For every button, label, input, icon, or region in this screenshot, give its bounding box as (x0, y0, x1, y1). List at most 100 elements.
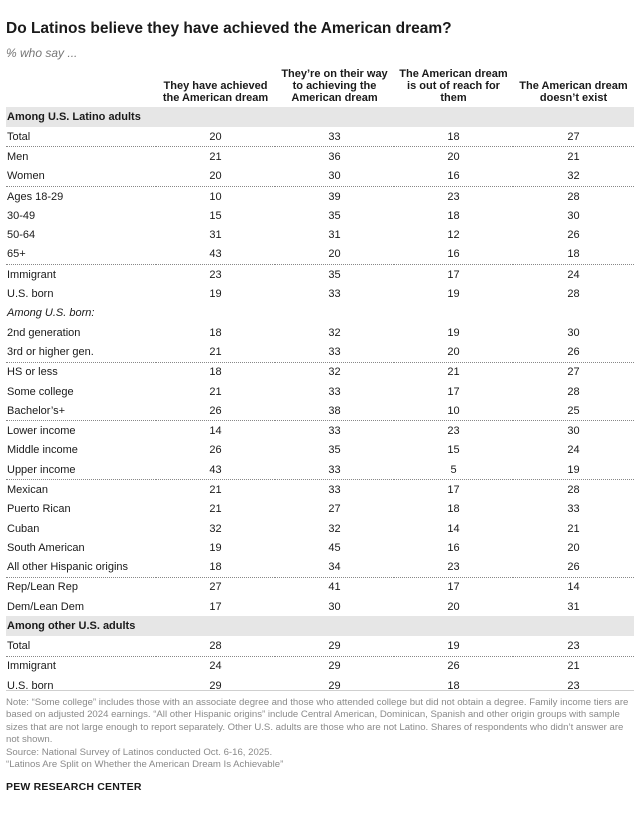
value-cell: 23 (394, 420, 513, 441)
row-label: South American (7, 541, 85, 554)
value-cell: 33 (328, 345, 341, 358)
value-cell: 30 (328, 170, 341, 183)
footnotes: Note: “Some college” includes those with… (6, 690, 634, 771)
value-cell: 24 (513, 264, 634, 285)
row-label: Women (7, 170, 45, 183)
row-label: Upper income (7, 463, 76, 476)
table-row: All other Hispanic origins 18 34 23 26 (6, 558, 634, 578)
value-cell: 17 (394, 264, 513, 285)
value-cell: 45 (328, 541, 341, 554)
section-heading: Among U.S. Latino adults (6, 107, 634, 127)
row-label: Some college (7, 385, 74, 398)
value-cell: 18 (156, 361, 275, 382)
value-cell: 43 (209, 463, 222, 476)
row-label: Total (7, 640, 31, 653)
value-cell: 21 (513, 655, 634, 677)
value-cell: 17 (394, 576, 513, 598)
row-label: 2nd generation (7, 326, 81, 339)
note-text: Note: “Some college” includes those with… (6, 697, 629, 746)
value-cell: 20 (209, 130, 222, 143)
page-subtitle: % who say ... (6, 46, 78, 60)
value-cell (513, 304, 634, 323)
value-cell: 15 (447, 444, 460, 457)
table-row: Mexican 21 33 17 28 (6, 479, 634, 500)
value-cell: 31 (567, 600, 580, 613)
row-label: 3rd or higher gen. (7, 345, 94, 358)
value-cell: 28 (513, 479, 634, 500)
section-heading-row: Among U.S. Latino adults (6, 107, 634, 127)
value-cell: 34 (328, 561, 341, 574)
value-cell: 27 (513, 361, 634, 382)
value-cell: 18 (447, 209, 460, 222)
section-heading-row: Among other U.S. adults (6, 616, 634, 637)
column-header: The American dream doesn’t exist (519, 80, 628, 104)
value-cell: 17 (209, 600, 222, 613)
table-row: South American 19 45 16 20 (6, 538, 634, 557)
value-cell: 32 (209, 522, 222, 535)
value-cell: 31 (328, 229, 341, 242)
value-cell: 20 (567, 541, 580, 554)
value-cell (394, 304, 513, 323)
value-cell: 19 (209, 541, 222, 554)
value-cell: 33 (275, 479, 394, 500)
value-cell: 26 (567, 561, 580, 574)
table-row: U.S. born 19 33 19 28 (6, 284, 634, 303)
value-cell: 30 (567, 326, 580, 339)
table-row: Puerto Rican 21 27 18 33 (6, 500, 634, 519)
value-cell: 14 (156, 420, 275, 441)
value-cell: 33 (567, 503, 580, 516)
table-row: Lower income 14 33 23 30 (6, 420, 634, 441)
table-body: Among U.S. Latino adults Total 20 33 18 27 Men… (6, 107, 634, 695)
value-cell: 10 (447, 404, 460, 417)
value-cell: 19 (447, 288, 460, 301)
table-row: U.S. born 29 29 18 23 (6, 676, 634, 695)
table-row: Immigrant 24 29 26 21 (6, 655, 634, 677)
value-cell: 19 (209, 288, 222, 301)
value-cell: 17 (447, 385, 460, 398)
value-cell: 35 (328, 444, 341, 457)
table-row: Men 21 36 20 21 (6, 146, 634, 167)
value-cell: 19 (447, 326, 460, 339)
table-subhead-row: Among U.S. born: (6, 304, 634, 323)
value-cell: 33 (328, 463, 341, 476)
value-cell: 43 (209, 248, 222, 261)
row-label: Lower income (6, 420, 156, 441)
value-cell: 26 (567, 345, 580, 358)
value-cell: 29 (209, 679, 222, 692)
value-cell: 28 (567, 288, 580, 301)
row-label: HS or less (6, 361, 156, 382)
source-text: Source: National Survey of Latinos condu… (6, 746, 273, 758)
value-cell: 16 (447, 248, 460, 261)
table-row: Rep/Lean Rep 27 41 17 14 (6, 576, 634, 598)
value-cell: 20 (394, 146, 513, 167)
value-cell: 23 (567, 640, 580, 653)
value-cell: 16 (447, 170, 460, 183)
value-cell: 26 (394, 655, 513, 677)
table-row: 50-64 31 31 12 26 (6, 225, 634, 244)
table-row: HS or less 18 32 21 27 (6, 361, 634, 382)
value-cell: 23 (447, 561, 460, 574)
value-cell: 18 (447, 130, 460, 143)
row-label: U.S. born (7, 288, 54, 301)
value-cell: 32 (275, 361, 394, 382)
row-label: Mexican (6, 479, 156, 500)
row-label: Rep/Lean Rep (6, 576, 156, 598)
brand-logo-text: PEW RESEARCH CENTER (6, 781, 142, 793)
table-row: Total 20 33 18 27 (6, 127, 634, 147)
value-cell: 29 (328, 640, 341, 653)
value-cell: 18 (209, 326, 222, 339)
value-cell: 30 (328, 600, 341, 613)
value-cell: 29 (275, 655, 394, 677)
value-cell: 21 (209, 345, 222, 358)
data-table: They have achieved the American dream Th… (6, 64, 634, 695)
value-cell: 33 (275, 420, 394, 441)
value-cell: 23 (567, 679, 580, 692)
value-cell: 39 (275, 185, 394, 207)
value-cell: 28 (513, 185, 634, 207)
value-cell: 19 (447, 640, 460, 653)
value-cell: 20 (447, 600, 460, 613)
value-cell: 21 (394, 361, 513, 382)
data-table-container: They have achieved the American dream Th… (6, 64, 634, 695)
table-row: Total 28 29 19 23 (6, 636, 634, 656)
